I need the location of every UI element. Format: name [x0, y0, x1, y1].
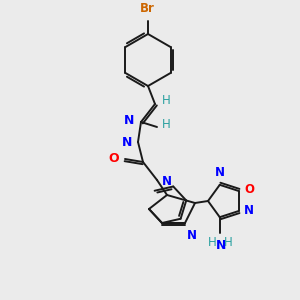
Text: O: O — [245, 182, 255, 196]
Text: O: O — [108, 152, 119, 164]
Text: H: H — [224, 236, 233, 249]
Text: N: N — [215, 166, 225, 179]
Text: H: H — [162, 94, 171, 107]
Text: N: N — [216, 239, 226, 252]
Text: N: N — [162, 175, 172, 188]
Text: N: N — [124, 113, 134, 127]
Text: N: N — [187, 229, 197, 242]
Text: N: N — [244, 205, 254, 218]
Text: H: H — [162, 118, 171, 131]
Text: Br: Br — [140, 2, 154, 16]
Text: H: H — [208, 236, 217, 249]
Text: N: N — [122, 136, 132, 148]
